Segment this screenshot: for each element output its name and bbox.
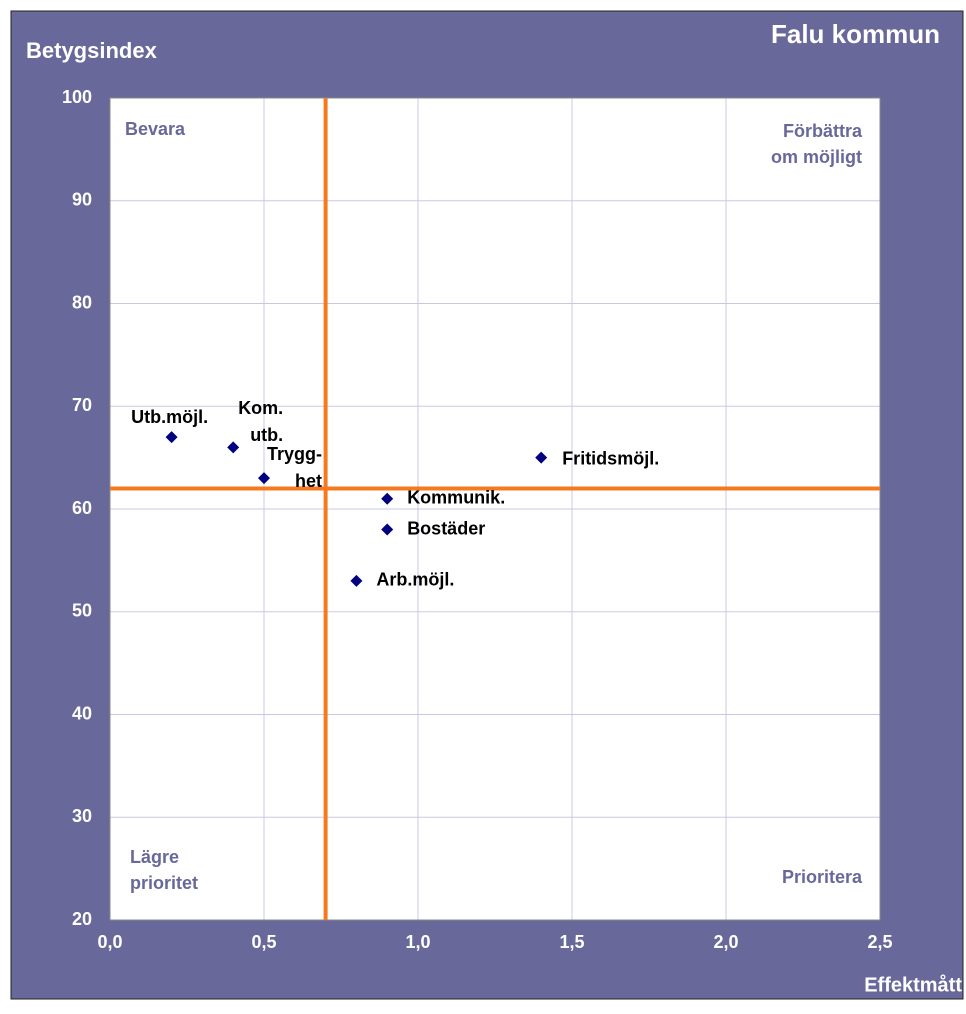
point — [227, 441, 240, 454]
y-axis-label: Betygsindex — [26, 38, 158, 63]
x-tick-label: 1,0 — [405, 932, 430, 952]
quadrant-label: Förbättra — [783, 121, 863, 141]
y-tick-label: 30 — [72, 806, 92, 826]
point-label: utb. — [250, 425, 283, 445]
point-label: Fritidsmöjl. — [562, 448, 659, 468]
point — [381, 492, 394, 505]
x-axis-label: Effektmått — [864, 973, 962, 996]
point-label: Trygg- — [267, 444, 322, 464]
y-tick-label: 80 — [72, 292, 92, 312]
y-tick-label: 50 — [72, 601, 92, 621]
y-tick-label: 40 — [72, 703, 92, 723]
point-label: Arb.möjl. — [376, 570, 454, 590]
x-tick-label: 0,5 — [251, 932, 276, 952]
x-tick-label: 0,0 — [97, 932, 122, 952]
point — [350, 574, 363, 587]
y-tick-label: 70 — [72, 395, 92, 415]
point — [165, 431, 178, 444]
y-tick-label: 20 — [72, 909, 92, 929]
quadrant-label: Prioritera — [782, 867, 863, 887]
point-label: Kommunik. — [407, 487, 505, 507]
point-label: het — [295, 471, 322, 491]
point — [535, 451, 548, 464]
y-tick-label: 100 — [62, 87, 92, 107]
x-tick-label: 2,0 — [713, 932, 738, 952]
plot-border — [109, 97, 881, 921]
point-label: Kom. — [238, 398, 283, 418]
quadrant-label: Lägre — [130, 847, 179, 867]
x-tick-label: 1,5 — [559, 932, 584, 952]
quadrant-label: om möjligt — [771, 147, 862, 167]
quadrant-label: Bevara — [125, 119, 186, 139]
point-label: Utb.möjl. — [131, 407, 208, 427]
y-tick-label: 90 — [72, 190, 92, 210]
chart-title: Falu kommun — [771, 19, 940, 49]
y-tick-label: 60 — [72, 498, 92, 518]
point — [258, 472, 270, 485]
x-tick-label: 2,5 — [867, 932, 892, 952]
point-label: Bostäder — [407, 518, 485, 538]
point — [381, 523, 394, 536]
quadrant-label: prioritet — [130, 873, 198, 893]
